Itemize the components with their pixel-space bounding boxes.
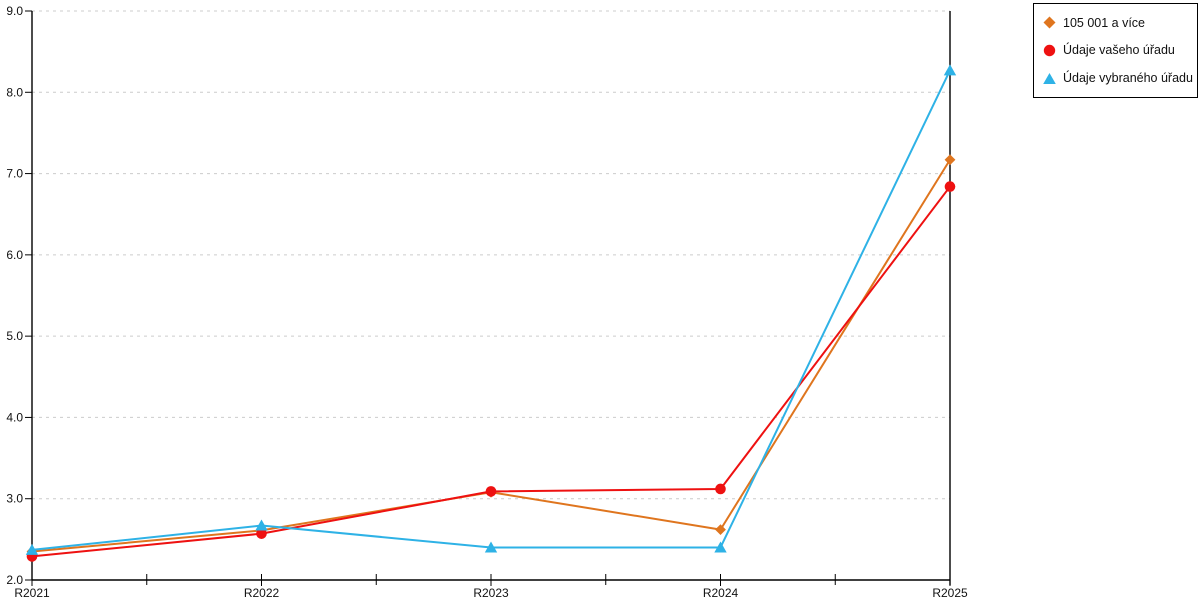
y-tick-label: 8.0 — [6, 85, 23, 99]
legend-item-udaje-vaseho-uradu: Údaje vašeho úřadu — [1043, 43, 1193, 57]
marker-circle-R2023 — [485, 486, 497, 497]
y-tick-label: 6.0 — [6, 248, 23, 262]
marker-triangle-R2022 — [255, 519, 268, 531]
legend-label: Údaje vašeho úřadu — [1063, 43, 1175, 58]
x-tick-label: R2023 — [473, 586, 509, 600]
y-tick-label: 2.0 — [6, 573, 23, 587]
x-tick-label: R2022 — [244, 586, 280, 600]
marker-diamond-R2024 — [715, 524, 726, 536]
series-line-circle — [31, 185, 951, 558]
marker-circle-R2024 — [715, 483, 726, 495]
marker-triangle-R2021 — [25, 543, 39, 555]
y-tick-label: 9.0 — [6, 4, 23, 18]
marker-circle-R2022 — [256, 528, 267, 539]
x-tick-label: R2024 — [703, 586, 739, 600]
legend-item-105001-a-vice: 105 001 a více — [1043, 16, 1193, 30]
marker-triangle-R2024 — [714, 541, 727, 553]
series-line-triangle — [31, 69, 951, 551]
legend: 105 001 a více Údaje vašeho úřadu Údaje … — [1033, 3, 1198, 98]
diamond-icon — [1043, 16, 1056, 29]
y-tick-label: 7.0 — [6, 167, 23, 181]
y-tick-label: 4.0 — [6, 410, 23, 424]
marker-triangle-R2023 — [484, 541, 498, 553]
triangle-icon — [1043, 72, 1056, 85]
circle-icon — [1043, 44, 1056, 57]
legend-item-udaje-vybraneho-uradu: Údaje vybraného úřadu — [1043, 71, 1193, 85]
marker-circle-R2025 — [944, 181, 956, 192]
legend-label: Údaje vybraného úřadu — [1063, 71, 1193, 86]
y-tick-label: 3.0 — [6, 492, 23, 506]
y-tick-label: 5.0 — [6, 329, 23, 343]
marker-diamond-R2025 — [944, 154, 956, 166]
marker-triangle-R2025 — [943, 64, 957, 76]
legend-label: 105 001 a více — [1063, 15, 1146, 30]
x-tick-label: R2021 — [14, 586, 50, 600]
x-tick-label: R2025 — [932, 586, 968, 600]
